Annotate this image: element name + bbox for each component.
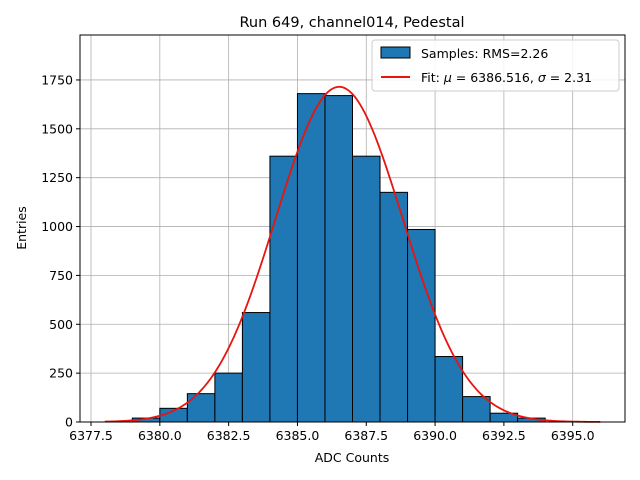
histogram-bar-12	[462, 396, 491, 423]
x-tick-label-5: 6390.0	[413, 428, 457, 443]
y-tick-label-4: 1000	[41, 219, 73, 234]
legend-fit-mu-symbol: μ	[443, 70, 452, 85]
y-tick-label-2: 500	[49, 317, 73, 332]
x-tick-label-1: 6380.0	[138, 428, 182, 443]
histogram-bar-2	[186, 393, 216, 423]
y-tick-label-7: 1750	[41, 72, 73, 87]
histogram-bar-4	[241, 312, 271, 423]
legend-fit-label: Fit: μ = 6386.516, σ = 2.31	[421, 70, 592, 85]
histogram-bar-9	[379, 191, 409, 423]
x-tick-label-3: 6385.0	[276, 428, 320, 443]
x-axis-label: ADC Counts	[315, 450, 390, 465]
legend: Samples: RMS=2.26 Fit: μ = 6386.516, σ =…	[371, 39, 620, 92]
x-tick-label-7: 6395.0	[551, 428, 595, 443]
legend-samples-swatch	[380, 46, 411, 59]
legend-fit-sigma-value: = 2.31	[546, 70, 592, 85]
legend-frame	[371, 39, 620, 92]
y-axis-ticks: 0 250 500 750 1000 1250 1500 1750	[41, 72, 80, 430]
x-tick-label-2: 6382.5	[207, 428, 251, 443]
y-tick-label-3: 750	[49, 268, 73, 283]
legend-fit-mu-value: = 6386.516,	[452, 70, 538, 85]
legend-samples-label: Samples: RMS=2.26	[421, 46, 548, 61]
x-axis-ticks: 6377.5 6380.0 6382.5 6385.0 6387.5 6390.0 6392…	[69, 422, 595, 443]
x-tick-label-4: 6387.5	[344, 428, 388, 443]
histogram-bars	[131, 93, 546, 423]
histogram-bar-11	[434, 356, 464, 423]
histogram-bar-8	[352, 155, 381, 423]
fit-curve	[104, 85, 601, 423]
histogram-bar-5	[269, 155, 298, 423]
y-tick-label-5: 1250	[41, 170, 73, 185]
y-tick-label-1: 250	[49, 366, 73, 381]
y-tick-label-0: 0	[65, 415, 73, 430]
x-tick-label-6: 6392.5	[482, 428, 526, 443]
fit-curve-group	[104, 85, 601, 423]
histogram-bar-7	[324, 95, 354, 423]
plot-frame	[79, 34, 626, 423]
x-tick-label-0: 6377.5	[69, 428, 113, 443]
legend-fit-sigma-symbol: σ	[538, 70, 547, 85]
legend-fit-prefix: Fit:	[421, 70, 444, 85]
y-axis-label: Entries	[14, 206, 29, 250]
chart-title: Run 649, channel014, Pedestal	[239, 15, 464, 31]
y-tick-label-6: 1500	[41, 121, 73, 136]
histogram-bar-10	[407, 228, 436, 423]
histogram-bar-3	[214, 372, 243, 423]
